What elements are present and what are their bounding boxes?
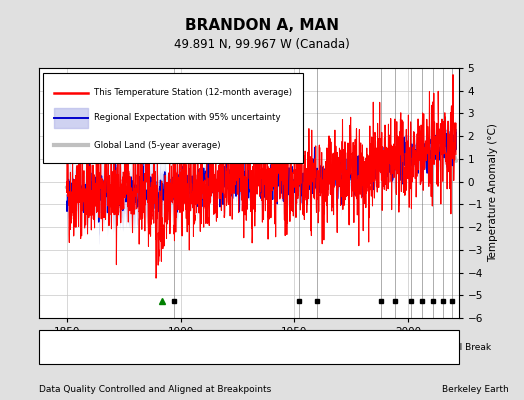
- Text: Regional Expectation with 95% uncertainty: Regional Expectation with 95% uncertaint…: [94, 114, 280, 122]
- FancyBboxPatch shape: [43, 73, 303, 163]
- Text: Global Land (5-year average): Global Land (5-year average): [94, 140, 220, 150]
- Text: Empirical Break: Empirical Break: [420, 342, 492, 352]
- Text: This Temperature Station (12-month average): This Temperature Station (12-month avera…: [94, 88, 292, 97]
- Text: 49.891 N, 99.967 W (Canada): 49.891 N, 99.967 W (Canada): [174, 38, 350, 51]
- Text: Station Move: Station Move: [53, 342, 113, 352]
- Text: Record Gap: Record Gap: [169, 342, 221, 352]
- Text: Time of Obs. Change: Time of Obs. Change: [289, 342, 384, 352]
- Text: BRANDON A, MAN: BRANDON A, MAN: [185, 18, 339, 33]
- Text: Berkeley Earth: Berkeley Earth: [442, 386, 508, 394]
- Y-axis label: Temperature Anomaly (°C): Temperature Anomaly (°C): [488, 124, 498, 262]
- Text: Data Quality Controlled and Aligned at Breakpoints: Data Quality Controlled and Aligned at B…: [39, 386, 271, 394]
